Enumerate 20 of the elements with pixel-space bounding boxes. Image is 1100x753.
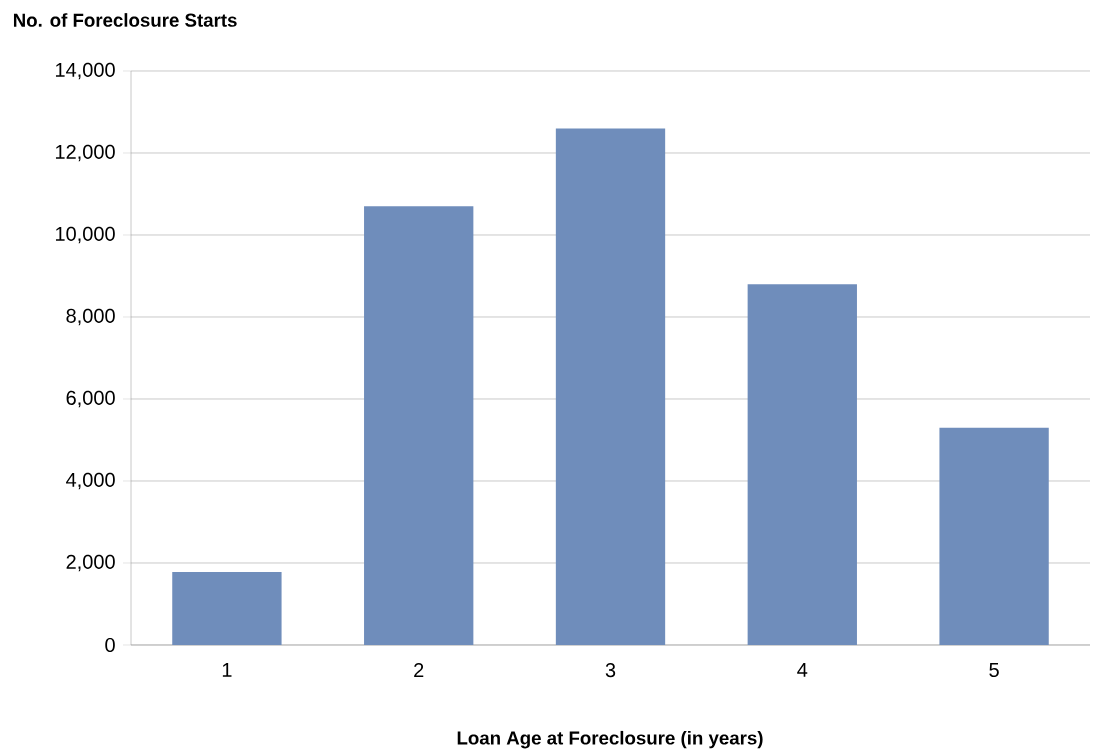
y-tick-label: 6,000 xyxy=(66,390,115,408)
x-axis-title: Loan Age at Foreclosure (in years) xyxy=(457,730,763,749)
y-tick-label: 12,000 xyxy=(55,144,115,162)
y-tick-label: 14,000 xyxy=(55,62,115,80)
bar xyxy=(747,284,857,645)
y-tick-label: 8,000 xyxy=(66,308,115,326)
x-tick-label: 5 xyxy=(989,663,999,677)
x-tick-label: 2 xyxy=(414,663,424,677)
y-tick-label: 4,000 xyxy=(66,472,115,490)
x-tick-label: 1 xyxy=(222,663,232,677)
y-tick-label: 10,000 xyxy=(55,226,115,244)
bar xyxy=(364,206,474,645)
y-tick-label: 2,000 xyxy=(66,554,115,572)
bar xyxy=(939,427,1049,645)
x-tick-label: 3 xyxy=(605,663,616,678)
x-tick-label: 4 xyxy=(797,663,808,677)
y-axis-title: No. of Foreclosure Starts xyxy=(13,13,237,27)
bar xyxy=(172,572,282,645)
bar xyxy=(555,128,666,645)
y-tick-label: 0 xyxy=(105,637,115,653)
